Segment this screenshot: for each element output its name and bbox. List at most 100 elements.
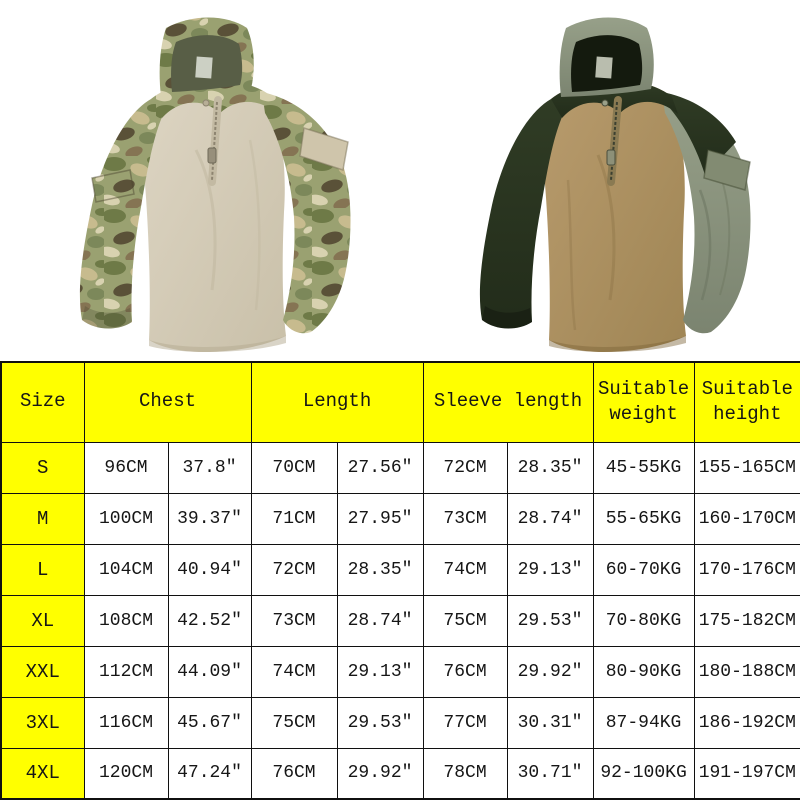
table-row-4xl: 4XL 120CM 47.24″ 76CM 29.92″ 78CM 30.71″… <box>0 747 800 800</box>
header-size: Size <box>0 361 85 443</box>
size-cell: 3XL <box>0 696 85 749</box>
left-shirt-left-sleeve <box>79 99 166 329</box>
length-in-cell: 27.95″ <box>336 492 424 545</box>
zipper-icon <box>601 96 622 186</box>
hem-shade <box>149 336 286 352</box>
length-cm-cell: 71CM <box>250 492 338 545</box>
weight-cell: 45-55KG <box>592 441 695 494</box>
table-row-3xl: 3XL 116CM 45.67″ 75CM 29.53″ 77CM 30.31″… <box>0 696 800 749</box>
length-cm-cell: 74CM <box>250 645 338 698</box>
header-length: Length <box>250 361 424 443</box>
table-row-l: L 104CM 40.94″ 72CM 28.35″ 74CM 29.13″ 6… <box>0 543 800 596</box>
weight-cell: 80-90KG <box>592 645 695 698</box>
left-shirt-image <box>0 0 400 361</box>
height-cell: 186-192CM <box>693 696 800 749</box>
height-cell: 160-170CM <box>693 492 800 545</box>
chest-in-cell: 42.52″ <box>167 594 252 647</box>
right-shirt-body <box>544 79 686 353</box>
chest-in-cell: 37.8″ <box>167 441 252 494</box>
length-in-cell: 28.35″ <box>336 543 424 596</box>
sleeve-in-cell: 28.35″ <box>506 441 594 494</box>
sleeve-cm-cell: 74CM <box>422 543 508 596</box>
header-sleeve-length: Sleeve length <box>422 361 594 443</box>
length-in-cell: 29.92″ <box>336 747 424 800</box>
right-shirt-image <box>400 0 800 361</box>
length-cm-cell: 75CM <box>250 696 338 749</box>
height-cell: 155-165CM <box>693 441 800 494</box>
length-in-cell: 27.56″ <box>336 441 424 494</box>
chest-cm-cell: 112CM <box>83 645 169 698</box>
fabric-crease <box>719 179 731 296</box>
neck-label <box>595 56 613 79</box>
size-cell: L <box>0 543 85 596</box>
sleeve-cm-cell: 75CM <box>422 594 508 647</box>
sleeve-cm-cell: 76CM <box>422 645 508 698</box>
hem-shade <box>549 336 686 352</box>
length-cm-cell: 73CM <box>250 594 338 647</box>
zipper-icon <box>202 96 222 186</box>
table-row-xl: XL 108CM 42.52″ 73CM 28.74″ 75CM 29.53″ … <box>0 594 800 647</box>
weight-cell: 60-70KG <box>592 543 695 596</box>
sleeve-in-cell: 29.92″ <box>506 645 594 698</box>
product-images <box>0 0 800 361</box>
length-in-cell: 29.13″ <box>336 645 424 698</box>
length-cm-cell: 72CM <box>250 543 338 596</box>
header-row: Size Chest Length Sleeve length Suitable… <box>0 361 800 443</box>
chest-in-cell: 39.37″ <box>167 492 252 545</box>
sleeve-in-cell: 30.71″ <box>506 747 594 800</box>
size-cell: XL <box>0 594 85 647</box>
sleeve-in-cell: 30.31″ <box>506 696 594 749</box>
length-cm-cell: 76CM <box>250 747 338 800</box>
size-cell: 4XL <box>0 747 85 800</box>
fabric-crease <box>248 139 261 311</box>
chest-in-cell: 47.24″ <box>167 747 252 800</box>
right-sleeve-pocket-flap <box>299 127 349 171</box>
size-cell: M <box>0 492 85 545</box>
table-row-m: M 100CM 39.37″ 71CM 27.95″ 73CM 28.74″ 5… <box>0 492 800 545</box>
size-cell: S <box>0 441 85 494</box>
sleeve-in-cell: 28.74″ <box>506 492 594 545</box>
weight-cell: 87-94KG <box>592 696 695 749</box>
chest-cm-cell: 104CM <box>83 543 169 596</box>
neck-label <box>195 56 213 79</box>
sleeve-cm-cell: 78CM <box>422 747 508 800</box>
left-shirt-illustration <box>79 17 351 353</box>
left-shirt-body <box>144 79 286 353</box>
sleeve-in-cell: 29.13″ <box>506 543 594 596</box>
sleeve-cm-cell: 77CM <box>422 696 508 749</box>
table-row-s: S 96CM 37.8″ 70CM 27.56″ 72CM 28.35″ 45-… <box>0 441 800 494</box>
length-cm-cell: 70CM <box>250 441 338 494</box>
cuff-shade <box>482 306 532 329</box>
right-shirt-left-sleeve <box>479 99 566 329</box>
chest-in-cell: 45.67″ <box>167 696 252 749</box>
sleeve-cm-cell: 73CM <box>422 492 508 545</box>
chest-cm-cell: 116CM <box>83 696 169 749</box>
right-shirt-illustration <box>479 17 751 353</box>
chest-cm-cell: 120CM <box>83 747 169 800</box>
chest-cm-cell: 100CM <box>83 492 169 545</box>
height-cell: 170-176CM <box>693 543 800 596</box>
weight-cell: 92-100KG <box>592 747 695 800</box>
sleeve-cm-cell: 72CM <box>422 441 508 494</box>
length-in-cell: 29.53″ <box>336 696 424 749</box>
fabric-crease <box>566 179 577 331</box>
sleeve-in-cell: 29.53″ <box>506 594 594 647</box>
chest-cm-cell: 96CM <box>83 441 169 494</box>
length-in-cell: 28.74″ <box>336 594 424 647</box>
weight-cell: 70-80KG <box>592 594 695 647</box>
height-cell: 175-182CM <box>693 594 800 647</box>
left-sleeve-pocket-flap <box>91 169 135 203</box>
height-cell: 180-188CM <box>693 645 800 698</box>
chest-cm-cell: 108CM <box>83 594 169 647</box>
weight-cell: 55-65KG <box>592 492 695 545</box>
header-suitable-height: Suitable height <box>693 361 800 443</box>
fabric-crease <box>698 189 712 301</box>
size-chart-table: Size Chest Length Sleeve length Suitable… <box>0 361 800 800</box>
fabric-crease <box>596 154 616 301</box>
fabric-crease <box>194 149 217 291</box>
chest-in-cell: 40.94″ <box>167 543 252 596</box>
table-row-xxl: XXL 112CM 44.09″ 74CM 29.13″ 76CM 29.92″… <box>0 645 800 698</box>
size-cell: XXL <box>0 645 85 698</box>
height-cell: 191-197CM <box>693 747 800 800</box>
